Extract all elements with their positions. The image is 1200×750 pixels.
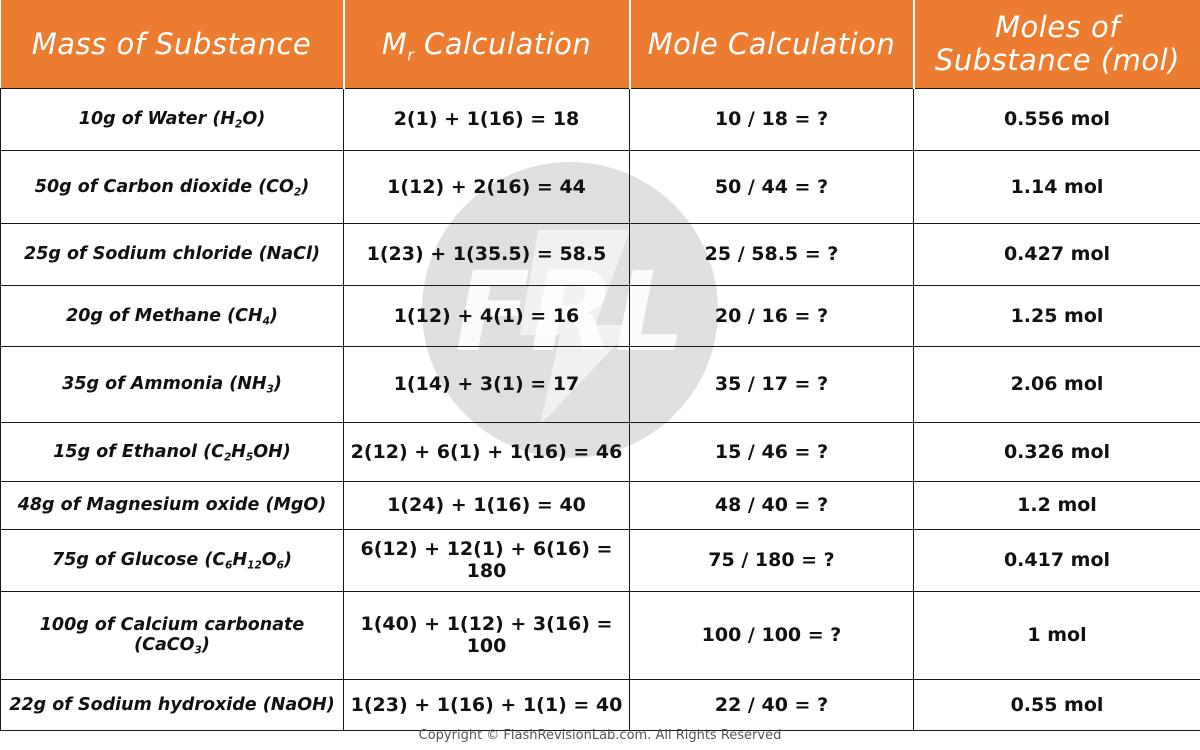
table-row: 10g of Water (H2O) 2(1) + 1(16) = 18 10 / …	[0, 87, 1200, 151]
table-row: 22g of Sodium hydroxide (NaOH) 1(23) + 1(…	[0, 678, 1200, 731]
cell-moles-of-substance: 0.427 mol	[913, 222, 1200, 286]
cell-mr-calculation: 1(24) + 1(16) = 40	[343, 480, 630, 530]
cell-moles-of-substance: 0.556 mol	[913, 87, 1200, 151]
header-mass-of-substance: Mass of Substance	[0, 0, 345, 88]
moles-table: Mass of Substance Mr Calculation Mole Ca…	[0, 0, 1200, 731]
table-row: 100g of Calcium carbonate (CaCO3) 1(40) +…	[0, 590, 1200, 680]
header-row: Mass of Substance Mr Calculation Mole Ca…	[0, 0, 1200, 88]
table-row: 50g of Carbon dioxide (CO2) 1(12) + 2(16)…	[0, 149, 1200, 224]
cell-mole-calculation: 75 / 180 = ?	[629, 528, 914, 592]
cell-mole-calculation: 50 / 44 = ?	[629, 149, 914, 224]
cell-mole-calculation: 48 / 40 = ?	[629, 480, 914, 530]
cell-mass-of-substance: 10g of Water (H2O)	[0, 87, 344, 151]
cell-mr-calculation: 1(12) + 2(16) = 44	[343, 149, 630, 224]
cell-mr-calculation: 1(12) + 4(1) = 16	[343, 284, 630, 347]
cell-mass-of-substance: 75g of Glucose (C6H12O6)	[0, 528, 344, 592]
cell-mr-calculation: 1(23) + 1(16) + 1(1) = 40	[343, 678, 630, 731]
cell-moles-of-substance: 0.326 mol	[913, 421, 1200, 482]
cell-mass-of-substance: 15g of Ethanol (C2H5OH)	[0, 421, 344, 482]
header-mr-calculation: Mr Calculation	[343, 0, 631, 88]
cell-moles-of-substance: 1.14 mol	[913, 149, 1200, 224]
header-mole-calculation: Mole Calculation	[629, 0, 915, 88]
cell-mr-calculation: 2(1) + 1(16) = 18	[343, 87, 630, 151]
cell-mole-calculation: 25 / 58.5 = ?	[629, 222, 914, 286]
table-row: 20g of Methane (CH4) 1(12) + 4(1) = 16 20 …	[0, 284, 1200, 347]
cell-mole-calculation: 10 / 18 = ?	[629, 87, 914, 151]
cell-moles-of-substance: 1.25 mol	[913, 284, 1200, 347]
cell-mass-of-substance: 50g of Carbon dioxide (CO2)	[0, 149, 344, 224]
cell-mass-of-substance: 48g of Magnesium oxide (MgO)	[0, 480, 344, 530]
cell-mass-of-substance: 22g of Sodium hydroxide (NaOH)	[0, 678, 344, 731]
cell-mass-of-substance: 35g of Ammonia (NH3)	[0, 345, 344, 423]
table-row: 48g of Magnesium oxide (MgO) 1(24) + 1(16…	[0, 480, 1200, 530]
table-row: 15g of Ethanol (C2H5OH) 2(12) + 6(1) + 1(…	[0, 421, 1200, 482]
cell-moles-of-substance: 0.417 mol	[913, 528, 1200, 592]
table-row: 75g of Glucose (C6H12O6) 6(12) + 12(1) + …	[0, 528, 1200, 592]
cell-mr-calculation: 6(12) + 12(1) + 6(16) = 180	[343, 528, 630, 592]
cell-moles-of-substance: 0.55 mol	[913, 678, 1200, 731]
cell-mole-calculation: 35 / 17 = ?	[629, 345, 914, 423]
cell-mole-calculation: 15 / 46 = ?	[629, 421, 914, 482]
cell-mole-calculation: 20 / 16 = ?	[629, 284, 914, 347]
cell-mass-of-substance: 25g of Sodium chloride (NaCl)	[0, 222, 344, 286]
copyright-footer: Copyright © FlashRevisionLab.com. All Ri…	[418, 728, 782, 743]
cell-mr-calculation: 1(14) + 3(1) = 17	[343, 345, 630, 423]
cell-moles-of-substance: 2.06 mol	[913, 345, 1200, 423]
cell-moles-of-substance: 1.2 mol	[913, 480, 1200, 530]
cell-moles-of-substance: 1 mol	[913, 590, 1200, 680]
cell-mass-of-substance: 20g of Methane (CH4)	[0, 284, 344, 347]
cell-mr-calculation: 1(40) + 1(12) + 3(16) = 100	[343, 590, 630, 680]
cell-mole-calculation: 22 / 40 = ?	[629, 678, 914, 731]
table-row: 35g of Ammonia (NH3) 1(14) + 3(1) = 17 35 …	[0, 345, 1200, 423]
cell-mass-of-substance: 100g of Calcium carbonate (CaCO3)	[0, 590, 344, 680]
cell-mr-calculation: 1(23) + 1(35.5) = 58.5	[343, 222, 630, 286]
cell-mole-calculation: 100 / 100 = ?	[629, 590, 914, 680]
table-row: 25g of Sodium chloride (NaCl) 1(23) + 1(3…	[0, 222, 1200, 286]
cell-mr-calculation: 2(12) + 6(1) + 1(16) = 46	[343, 421, 630, 482]
header-moles-of-substance: Moles of Substance (mol)	[913, 0, 1200, 88]
